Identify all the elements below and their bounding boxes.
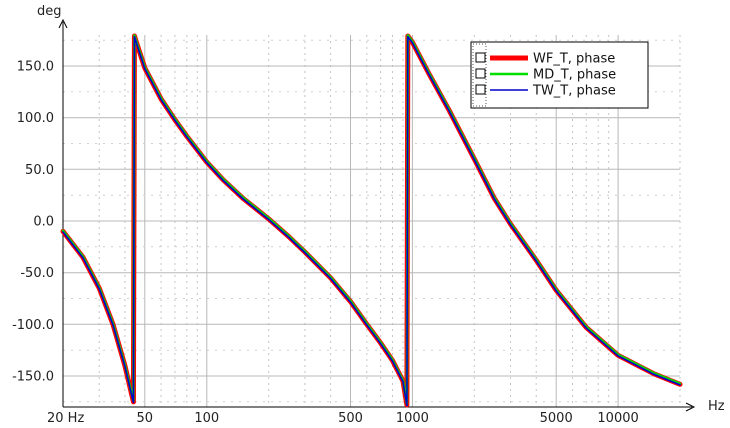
y-tick-label: 0.0 — [33, 215, 54, 230]
x-tick-label: 5000 — [540, 411, 573, 426]
axes — [58, 18, 696, 412]
x-tick-label: 100 — [194, 411, 219, 426]
x-tick-labels: 20 Hz 50 100 500 1000 5000 10000 — [47, 411, 639, 426]
legend-label: MD_T, phase — [533, 68, 616, 83]
y-axis-unit: deg — [37, 4, 62, 19]
series-lines — [60, 33, 683, 408]
y-tick-label: -100.0 — [12, 318, 54, 333]
x-axis-arrow — [685, 402, 696, 412]
x-tick-label: 50 — [137, 411, 154, 426]
y-tick-label: 100.0 — [17, 111, 54, 126]
y-axis-arrow — [58, 18, 68, 29]
series-line — [62, 35, 681, 407]
y-tick-label: 150.0 — [17, 60, 54, 75]
y-tick-label: -150.0 — [12, 370, 54, 385]
y-tick-label: 50.0 — [25, 163, 54, 178]
y-tick-labels: 150.0 100.0 50.0 0.0 -50.0 -100.0 -150.0 — [12, 60, 54, 385]
x-tick-label: 500 — [338, 411, 363, 426]
x-tick-label: 20 Hz — [47, 411, 84, 426]
legend-label: WF_T, phase — [533, 52, 615, 67]
legend-checkbox[interactable] — [475, 84, 486, 95]
x-tick-label: 10000 — [597, 411, 638, 426]
y-tick-label: -50.0 — [20, 266, 54, 281]
x-axis-unit: Hz — [708, 399, 725, 414]
legend-checkbox[interactable] — [475, 68, 486, 79]
legend-checkbox[interactable] — [475, 52, 486, 63]
legend-scroll-dots — [472, 43, 487, 107]
legend-label: TW_T, phase — [532, 84, 616, 99]
x-tick-label: 1000 — [396, 411, 429, 426]
